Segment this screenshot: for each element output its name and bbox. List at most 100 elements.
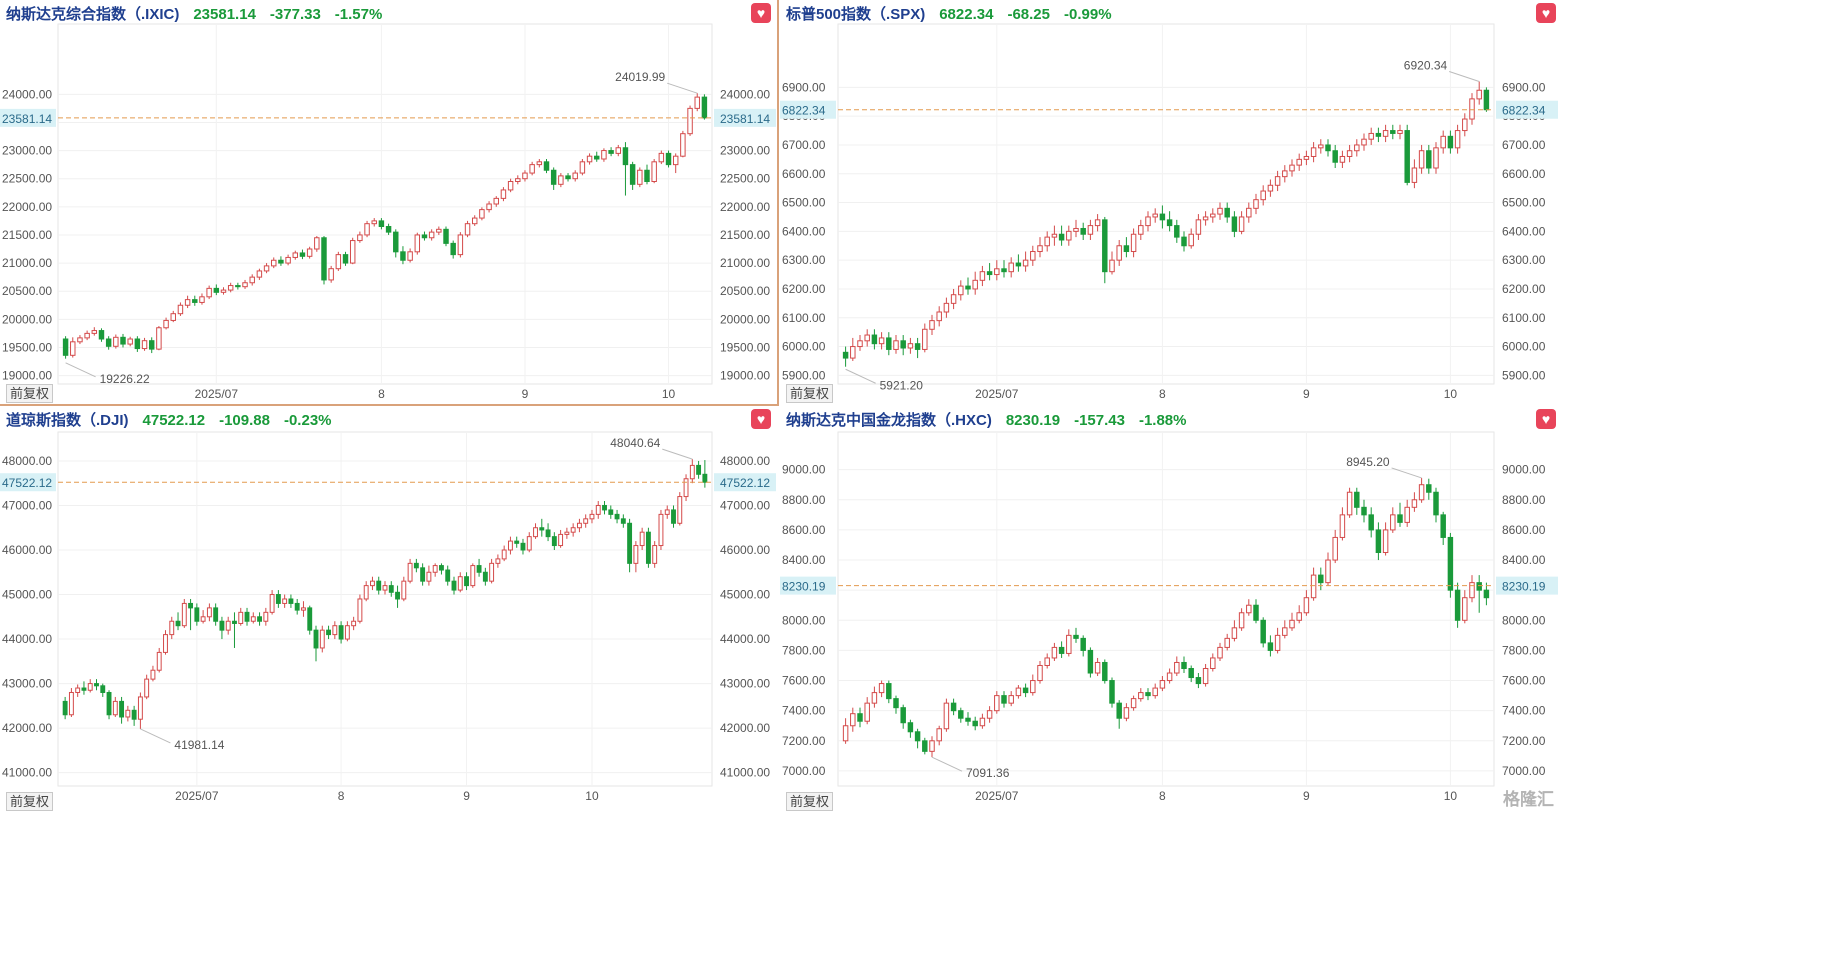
y-tick-label-right: 41000.00 (720, 766, 770, 780)
low-label: 7091.36 (966, 766, 1010, 780)
y-tick-label-right: 6000.00 (1502, 340, 1546, 354)
x-tick-label: 8 (1159, 789, 1166, 803)
candle (407, 558, 413, 584)
candle (489, 558, 495, 584)
candle (1411, 492, 1418, 512)
favorite-heart-icon[interactable]: ♥ (1536, 409, 1556, 429)
candle (401, 576, 407, 602)
favorite-heart-icon[interactable]: ♥ (751, 409, 771, 429)
candle (936, 306, 942, 327)
candle (1339, 507, 1346, 541)
y-tick-label-right: 7200.00 (1502, 734, 1546, 748)
x-tick-label: 8 (338, 789, 345, 803)
candle (526, 532, 532, 553)
candle (464, 572, 469, 591)
candle (443, 226, 449, 247)
y-tick-label-right: 6400.00 (1502, 224, 1546, 238)
candle (1202, 211, 1209, 226)
y-tick-label-right: 6100.00 (1502, 311, 1546, 325)
plot-area (57, 431, 713, 787)
adjust-button[interactable]: 前复权 (6, 792, 54, 811)
y-tick-label-right: 43000.00 (720, 677, 770, 691)
candle (595, 501, 601, 519)
candle (850, 337, 856, 361)
candle (520, 538, 526, 555)
candle (1253, 193, 1259, 215)
candlestick-chart: 24000.0024000.0023500.0023500.0023000.00… (0, 23, 776, 401)
favorite-heart-icon[interactable]: ♥ (1536, 3, 1556, 23)
candle (1001, 260, 1007, 278)
candle (213, 603, 219, 626)
candle (1116, 240, 1122, 266)
panel-dji: 道琼斯指数（.DJI) 47522.12 -109.88 -0.23% ♥ 48000… (0, 406, 777, 814)
candle (421, 231, 428, 241)
candle (364, 220, 370, 238)
candle (1390, 507, 1396, 533)
candle (351, 616, 357, 631)
candle (1318, 567, 1324, 591)
candle (543, 159, 550, 174)
y-tick-label-left: 6100.00 (782, 311, 826, 325)
candle (550, 167, 557, 190)
favorite-heart-icon[interactable]: ♥ (751, 3, 771, 23)
candle (170, 310, 176, 323)
high-label: 6920.34 (1404, 59, 1448, 73)
index-change-percent: -0.99% (1064, 6, 1112, 23)
candle (644, 164, 650, 185)
candle (950, 698, 957, 716)
candle (150, 665, 156, 682)
x-tick-label: 10 (662, 387, 676, 401)
y-tick-label-left: 7400.00 (782, 704, 826, 718)
candle (275, 590, 281, 608)
y-tick-label-right: 23000.00 (720, 144, 770, 158)
candle (363, 581, 369, 602)
candle (1462, 590, 1468, 624)
high-annotation-line (1449, 71, 1480, 82)
candle (349, 237, 356, 265)
candle (586, 153, 593, 165)
candle (645, 527, 651, 568)
candle (1440, 511, 1446, 545)
candle (1246, 599, 1252, 616)
candle (677, 492, 683, 526)
horizontal-divider (0, 404, 779, 406)
high-label: 24019.99 (615, 70, 665, 84)
candle (1238, 608, 1245, 631)
candle (1159, 205, 1166, 229)
index-change-percent: -0.23% (283, 412, 332, 429)
candle (1361, 499, 1367, 523)
candle (232, 612, 237, 648)
adjust-button[interactable]: 前复权 (786, 384, 834, 403)
candle (1289, 612, 1295, 631)
adjust-button[interactable]: 前复权 (6, 384, 54, 403)
current-price-tag-left (0, 108, 56, 127)
candle (1418, 144, 1425, 174)
candle (972, 271, 978, 295)
candle (594, 151, 600, 162)
low-annotation-line (845, 368, 876, 384)
candle (200, 610, 206, 624)
candle (701, 94, 708, 120)
index-name[interactable]: 标普500指数（.SPX) (786, 6, 926, 23)
candle (1087, 219, 1094, 240)
index-name[interactable]: 纳斯达克中国金龙指数（.HXC) (786, 412, 992, 429)
plot-area (57, 23, 713, 385)
candle (385, 223, 392, 235)
candle (388, 581, 394, 597)
candle (572, 170, 578, 182)
candle (1426, 478, 1432, 500)
index-name[interactable]: 纳斯达克综合指数（.IXIC) (6, 6, 180, 23)
candle (98, 328, 105, 342)
adjust-button[interactable]: 前复权 (786, 792, 834, 811)
y-tick-label-left: 46000.00 (2, 543, 52, 557)
candle (886, 680, 892, 704)
candle (501, 545, 507, 562)
index-name[interactable]: 道琼斯指数（.DJI) (6, 412, 129, 429)
current-price-tag-right (714, 473, 776, 492)
candle (1224, 633, 1230, 651)
candle (292, 250, 299, 260)
candle (1253, 599, 1259, 624)
y-tick-label-right: 8600.00 (1502, 523, 1546, 537)
y-tick-label-right: 6700.00 (1502, 138, 1546, 152)
candle (470, 563, 476, 588)
